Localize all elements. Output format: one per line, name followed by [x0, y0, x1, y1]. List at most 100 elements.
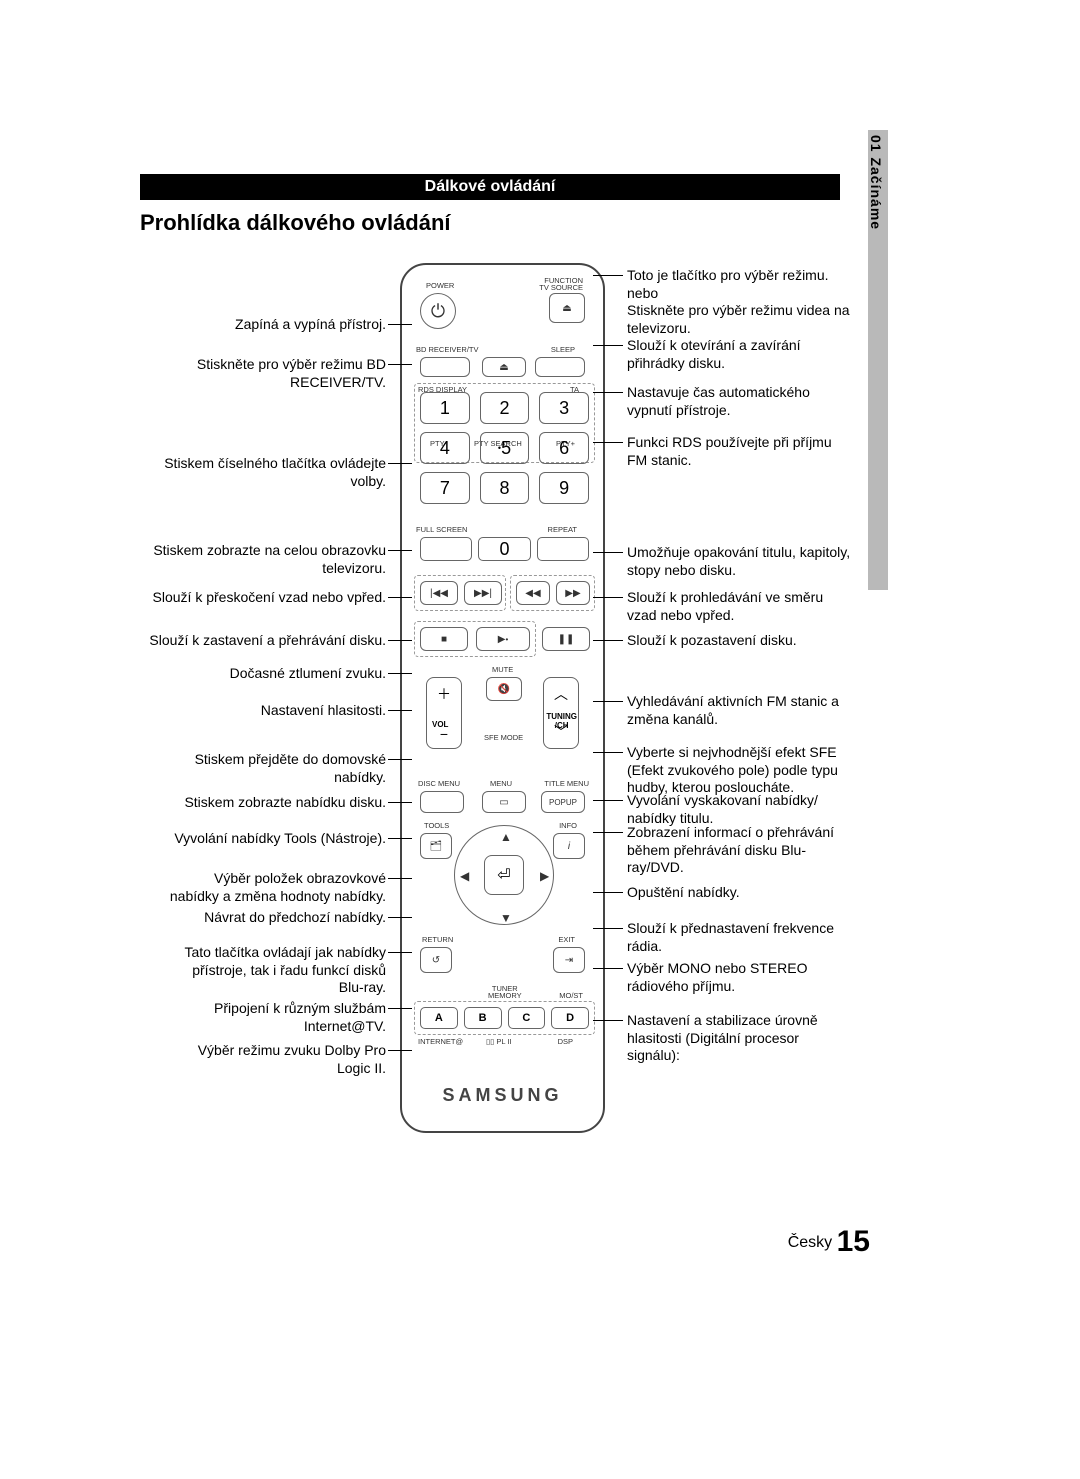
- skip-back-button: |◀◀: [420, 581, 458, 605]
- left-annotation: Připojení k různým službámInternet@TV.: [126, 1000, 386, 1035]
- volume-rocker: ＋−: [426, 677, 462, 749]
- mute-button: 🔇: [486, 677, 522, 701]
- left-annotation: Slouží k přeskočení vzad nebo vpřed.: [126, 589, 386, 607]
- nav-down-icon: ▼: [500, 911, 512, 925]
- titlemenu-label: TITLE MENU: [544, 779, 589, 788]
- connector-line: [388, 550, 412, 551]
- key-3: 3: [539, 392, 589, 424]
- internet-label: INTERNET@: [418, 1037, 463, 1046]
- connector-line: [388, 324, 412, 325]
- connector-line: [388, 463, 412, 464]
- connector-line: [593, 892, 623, 893]
- right-annotation: Vyberte si nejvhodnější efekt SFE(Efekt …: [627, 744, 867, 797]
- b-button: B: [464, 1007, 502, 1029]
- key-8: 8: [480, 472, 530, 504]
- page-footer: Česky 15: [788, 1225, 870, 1259]
- most-label: MO/ST: [559, 991, 583, 1000]
- nav-right-icon: ▶: [540, 869, 549, 883]
- tuning-label: TUNING/CH: [546, 713, 577, 731]
- connector-line: [593, 275, 623, 276]
- repeat-button: [537, 537, 589, 561]
- mute-label: MUTE: [492, 665, 513, 674]
- info-button: i: [553, 833, 585, 859]
- left-annotation: Stiskem číselného tlačítka ovládejte vol…: [126, 455, 386, 490]
- tools-label: TOOLS: [424, 821, 449, 830]
- key-4: 4: [420, 432, 470, 464]
- connector-line: [388, 878, 412, 879]
- connector-line: [388, 364, 412, 365]
- left-annotation: Slouží k zastavení a přehrávání disku.: [126, 632, 386, 650]
- function-button: ⏏: [549, 293, 585, 323]
- left-annotation: Návrat do předchozí nabídky.: [126, 909, 386, 927]
- abcd-row: A B C D: [420, 1007, 589, 1029]
- left-annotation: Tato tlačítka ovládají jak nabídkypřístr…: [126, 944, 386, 997]
- a-button: A: [420, 1007, 458, 1029]
- left-annotation: Stiskem zobrazte na celou obrazovkutelev…: [126, 542, 386, 577]
- key-5: • 5: [480, 432, 530, 464]
- enter-button: ⏎: [484, 855, 524, 895]
- connector-line: [388, 759, 412, 760]
- connector-line: [593, 1020, 623, 1021]
- footer-page: 15: [837, 1225, 870, 1258]
- titlemenu-button: POPUP: [541, 791, 585, 813]
- connector-line: [388, 838, 412, 839]
- power-label: POWER: [426, 281, 454, 290]
- power-button: ⏻: [420, 293, 456, 329]
- connector-line: [593, 752, 623, 753]
- key-1: 1: [420, 392, 470, 424]
- right-annotation: Nastavuje čas automatickéhovypnutí příst…: [627, 384, 867, 419]
- key-9: 9: [539, 472, 589, 504]
- left-annotation: Stiskem přejděte do domovskénabídky.: [126, 751, 386, 786]
- left-annotation: Stiskněte pro výběr režimu BDRECEIVER/TV…: [126, 356, 386, 391]
- bd-receiver-button: [420, 357, 470, 377]
- right-annotation: Nastavení a stabilizace úrovněhlasitosti…: [627, 1012, 867, 1065]
- sleep-button: [535, 357, 585, 377]
- key-6: 6: [539, 432, 589, 464]
- c-button: C: [508, 1007, 546, 1029]
- connector-line: [593, 552, 623, 553]
- connector-line: [593, 800, 623, 801]
- fullscreen-button: [420, 537, 472, 561]
- connector-line: [388, 710, 412, 711]
- return-label: RETURN: [422, 935, 453, 944]
- exit-button: ⇥: [553, 947, 585, 973]
- right-annotation: Toto je tlačítko pro výběr režimu.neboSt…: [627, 267, 867, 337]
- connector-line: [593, 597, 623, 598]
- right-annotation: Vyvolání vyskakovaní nabídky/nabídky tit…: [627, 792, 867, 827]
- d-button: D: [551, 1007, 589, 1029]
- menu-label: MENU: [490, 779, 512, 788]
- connector-line: [388, 917, 412, 918]
- key-7: 7: [420, 472, 470, 504]
- connector-line: [388, 952, 412, 953]
- skip-fwd-button: ▶▶|: [464, 581, 502, 605]
- nav-up-icon: ▲: [500, 830, 512, 844]
- connector-line: [388, 640, 412, 641]
- connector-line: [593, 442, 623, 443]
- exit-label: EXIT: [558, 935, 575, 944]
- dpl-label: ▯▯ PL II: [486, 1037, 512, 1046]
- discmenu-label: DISC MENU: [418, 779, 460, 788]
- page-title: Prohlídka dálkového ovládání: [140, 210, 451, 236]
- left-annotation: Zapíná a vypíná přístroj.: [126, 316, 386, 334]
- vol-label: VOL: [432, 721, 448, 730]
- connector-line: [388, 597, 412, 598]
- return-button: ↺: [420, 947, 452, 973]
- connector-line: [593, 968, 623, 969]
- connector-line: [388, 1008, 412, 1009]
- left-annotation: Vyvolání nabídky Tools (Nástroje).: [126, 830, 386, 848]
- fullscreen-label: FULL SCREEN: [416, 525, 467, 534]
- sfe-label: SFE MODE: [484, 733, 523, 742]
- nav-left-icon: ◀: [460, 869, 469, 883]
- connector-line: [593, 345, 623, 346]
- brand-logo: SAMSUNG: [402, 1085, 603, 1106]
- repeat-label: REPEAT: [548, 525, 577, 534]
- connector-line: [593, 392, 623, 393]
- remote-illustration: POWER FUNCTIONTV SOURCE ⏻ ⏏ BD RECEIVER/…: [400, 263, 605, 1133]
- stop-button: ■: [420, 627, 468, 651]
- connector-line: [593, 928, 623, 929]
- tools-button: 🗂: [420, 833, 452, 859]
- play-button: ▶ •: [476, 627, 530, 651]
- right-annotation: Výběr MONO nebo STEREOrádiového příjmu.: [627, 960, 867, 995]
- right-annotation: Umožňuje opakování titulu, kapitoly,stop…: [627, 544, 867, 579]
- right-annotation: Opuštění nabídky.: [627, 884, 867, 902]
